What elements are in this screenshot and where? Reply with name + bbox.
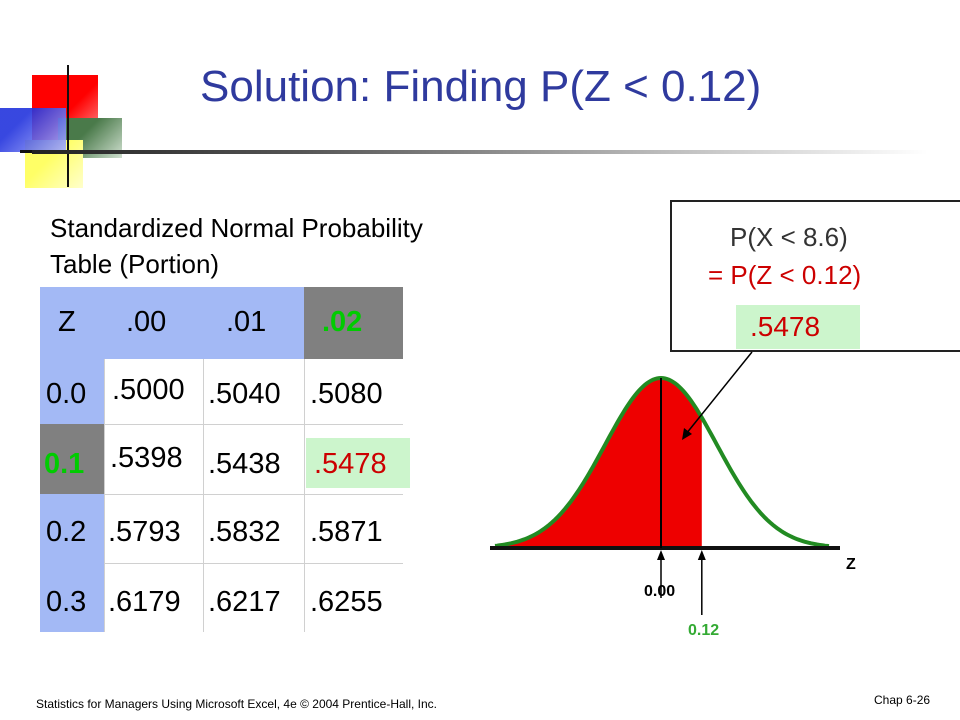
pointer-line (685, 351, 753, 435)
row-z-label-highlighted: 0.1 (44, 448, 85, 480)
pointer-arrowhead (682, 428, 692, 440)
table-caption-line1: Standardized Normal Probability (50, 213, 423, 243)
row-highlight (40, 424, 104, 494)
table-cell: .5793 (108, 516, 181, 548)
table-cell: .5040 (208, 378, 281, 410)
header-band (40, 287, 304, 359)
grid-line (104, 359, 105, 632)
table-cell: .5000 (112, 374, 185, 406)
header-highlight (304, 287, 403, 359)
row-z-label: 0.0 (46, 378, 87, 410)
slide-title: Solution: Finding P(Z < 0.12) (200, 62, 762, 111)
title-divider (32, 150, 928, 154)
value-highlight (306, 438, 410, 488)
header-02-highlighted: .02 (322, 306, 363, 338)
grid-line (203, 359, 204, 632)
result-box (670, 200, 960, 352)
table-cell: .6179 (108, 586, 181, 618)
result-line1: P(X < 8.6) (730, 222, 848, 252)
table-cell: .5080 (310, 378, 383, 410)
table-cell: .6255 (310, 586, 383, 618)
grid-line (104, 563, 403, 564)
header-00: .00 (126, 306, 167, 338)
table-cell-highlighted: .5478 (314, 448, 387, 480)
mean-arrowhead (657, 550, 665, 560)
shaded-area (495, 378, 702, 548)
table-caption: Standardized Normal Probability Table (P… (50, 210, 423, 282)
cutoff-label: 0.12 (688, 622, 720, 639)
grid-line (104, 494, 403, 495)
logo-blue-square (0, 108, 66, 152)
result-value: .5478 (736, 305, 860, 349)
row-z-label: 0.3 (46, 586, 87, 618)
mean-label: 0.00 (644, 583, 676, 600)
header-z: Z (58, 306, 76, 338)
table-caption-line2: Table (Portion) (50, 249, 220, 279)
cutoff-arrowhead (697, 550, 706, 560)
table-cell: .5871 (310, 516, 383, 548)
table-cell: .5438 (208, 448, 281, 480)
table-cell: .5832 (208, 516, 281, 548)
logo-vertical-line (67, 65, 69, 187)
footer-chapter: Chap 6-26 (874, 693, 931, 707)
row-z-label: 0.2 (46, 516, 87, 548)
z-column-band (40, 359, 104, 632)
z-axis-label: Z (846, 556, 856, 573)
result-line2: = P(Z < 0.12) (708, 260, 862, 290)
grid-line (304, 359, 305, 632)
table-cell: .5398 (110, 442, 183, 474)
header-01: .01 (226, 306, 267, 338)
footer-copyright: Statistics for Managers Using Microsoft … (36, 697, 437, 711)
table-cell: .6217 (208, 586, 281, 618)
grid-line (104, 424, 403, 425)
